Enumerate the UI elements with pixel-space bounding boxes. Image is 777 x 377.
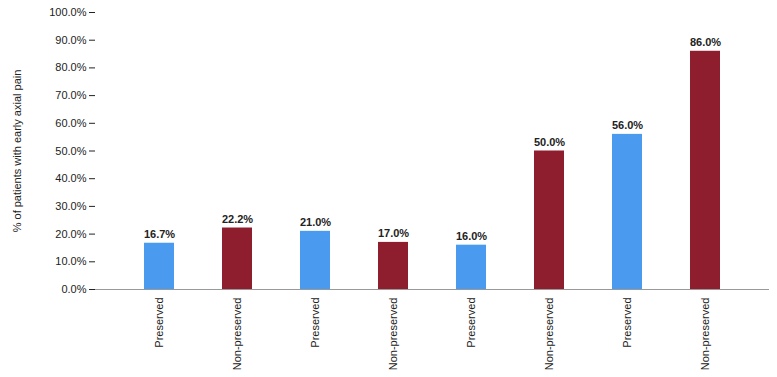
svg-text:86.0%: 86.0% (690, 36, 721, 48)
svg-text:16.7%: 16.7% (144, 228, 175, 240)
svg-text:90.0%: 90.0% (55, 34, 86, 46)
svg-text:16.0%: 16.0% (456, 230, 487, 242)
svg-text:% of patients with early axial: % of patients with early axial pain (11, 70, 23, 233)
svg-text:50.0%: 50.0% (534, 136, 565, 148)
svg-text:Non-preserved: Non-preserved (387, 298, 399, 371)
svg-text:21.0%: 21.0% (300, 216, 331, 228)
svg-text:Preserved: Preserved (465, 298, 477, 348)
svg-text:0.0%: 0.0% (61, 283, 86, 295)
svg-text:50.0%: 50.0% (55, 145, 86, 157)
svg-text:20.0%: 20.0% (55, 228, 86, 240)
svg-text:10.0%: 10.0% (55, 255, 86, 267)
svg-text:17.0%: 17.0% (378, 227, 409, 239)
svg-text:Preserved: Preserved (153, 298, 165, 348)
svg-text:22.2%: 22.2% (222, 213, 253, 225)
svg-text:30.0%: 30.0% (55, 200, 86, 212)
svg-text:Non-preserved: Non-preserved (699, 298, 711, 371)
svg-text:Preserved: Preserved (309, 298, 321, 348)
svg-text:80.0%: 80.0% (55, 61, 86, 73)
svg-text:Preserved: Preserved (621, 298, 633, 348)
svg-text:56.0%: 56.0% (612, 119, 643, 131)
svg-text:Non-preserved: Non-preserved (543, 298, 555, 371)
svg-text:40.0%: 40.0% (55, 172, 86, 184)
svg-text:100.0%: 100.0% (49, 6, 87, 18)
svg-text:60.0%: 60.0% (55, 117, 86, 129)
svg-text:Non-preserved: Non-preserved (231, 298, 243, 371)
svg-text:70.0%: 70.0% (55, 89, 86, 101)
